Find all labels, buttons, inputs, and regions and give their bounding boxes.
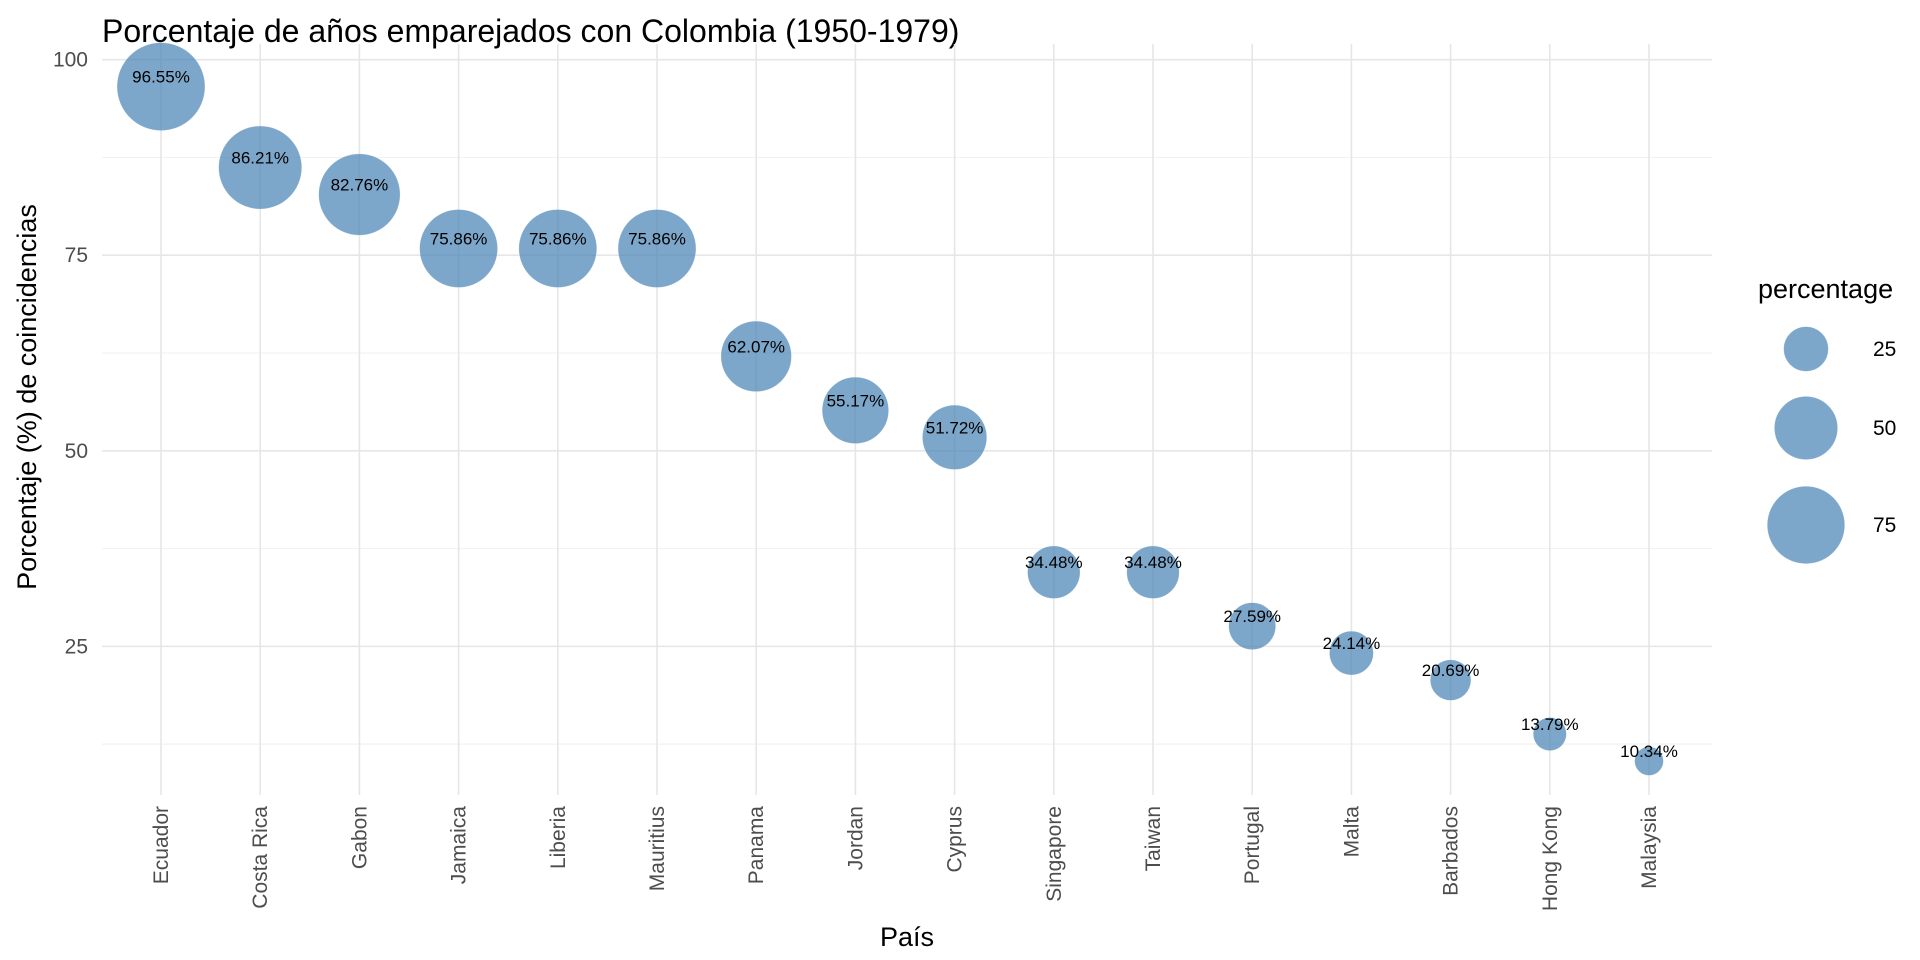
- bubble-point: [1429, 659, 1472, 701]
- data-label: 55.17%: [827, 391, 885, 410]
- x-tick-label: Taiwan: [1142, 806, 1165, 871]
- x-tick-label: Liberia: [547, 806, 570, 869]
- bubble-point: [318, 153, 401, 236]
- data-label: 75.86%: [430, 229, 488, 248]
- bubble-point: [1329, 630, 1374, 676]
- bubble-point: [116, 42, 206, 131]
- bubble-point: [419, 209, 498, 288]
- data-label: 75.86%: [628, 229, 686, 248]
- x-tick-label: Cyprus: [944, 806, 967, 873]
- bubble-point: [922, 404, 988, 470]
- x-tick-label: Ecuador: [150, 806, 173, 884]
- bubble-point: [720, 320, 792, 392]
- legend-title: percentage: [1758, 274, 1893, 304]
- bubble-point: [1228, 602, 1277, 650]
- y-tick-label: 100: [53, 49, 88, 72]
- x-tick-label: Barbados: [1440, 806, 1463, 896]
- legend-key: [1774, 396, 1838, 460]
- data-labels-layer: 96.55% 86.21% 82.76% 75.86% 75.86% 75.86% 62.0…: [132, 68, 1678, 761]
- bubble-point: [518, 209, 598, 288]
- legend-key: [1766, 485, 1846, 565]
- legend-items: 25 50 75: [1766, 326, 1896, 565]
- bubble-point: [218, 125, 303, 210]
- data-label: 27.59%: [1223, 607, 1281, 626]
- points-layer: [116, 42, 1664, 776]
- y-tick-label: 50: [65, 440, 88, 463]
- x-tick-label: Panama: [745, 806, 768, 885]
- x-tick-label: Hong Kong: [1539, 806, 1562, 911]
- y-axis-ticks: 25 50 75 100: [53, 49, 88, 659]
- x-tick-label: Malta: [1340, 806, 1363, 858]
- x-tick-label: Jordan: [844, 806, 867, 870]
- x-tick-label: Costa Rica: [249, 806, 272, 909]
- y-axis-title: Porcentaje (%) de coincidencias: [12, 204, 42, 590]
- data-label: 96.55%: [132, 68, 190, 87]
- bubble-point: [1126, 545, 1180, 599]
- data-label: 13.79%: [1521, 715, 1579, 734]
- bubble-point: [1532, 717, 1567, 751]
- data-label: 75.86%: [529, 229, 587, 248]
- x-axis-title: País: [880, 922, 934, 952]
- chart-title: Porcentaje de años emparejados con Colom…: [102, 13, 959, 49]
- x-tick-label: Jamaica: [448, 806, 471, 885]
- x-tick-label: Malaysia: [1638, 806, 1661, 889]
- bubble-point: [1027, 545, 1081, 599]
- x-axis-ticks: Ecuador Costa Rica Gabon Jamaica Liberia Maur…: [150, 806, 1661, 911]
- data-label: 34.48%: [1124, 553, 1182, 572]
- x-tick-label: Singapore: [1043, 806, 1066, 902]
- data-label: 82.76%: [331, 176, 389, 195]
- data-label: 24.14%: [1323, 634, 1381, 653]
- legend-label: 25: [1873, 338, 1896, 361]
- bubble-point: [821, 376, 889, 444]
- data-label: 20.69%: [1422, 661, 1480, 680]
- y-tick-label: 25: [65, 635, 88, 658]
- data-label: 62.07%: [727, 337, 785, 356]
- legend-label: 50: [1873, 417, 1896, 440]
- x-tick-label: Mauritius: [646, 806, 669, 891]
- size-legend: percentage 25 50 75: [1758, 274, 1896, 565]
- bubble-point: [1634, 746, 1664, 776]
- data-label: 34.48%: [1025, 553, 1083, 572]
- bubble-point: [617, 209, 697, 288]
- y-tick-label: 75: [65, 244, 88, 267]
- data-label: 10.34%: [1620, 742, 1678, 761]
- x-tick-label: Gabon: [348, 806, 371, 869]
- legend-key: [1783, 326, 1829, 372]
- x-tick-label: Portugal: [1241, 806, 1264, 884]
- data-label: 51.72%: [926, 418, 984, 437]
- legend-label: 75: [1873, 514, 1896, 537]
- data-label: 86.21%: [231, 149, 289, 168]
